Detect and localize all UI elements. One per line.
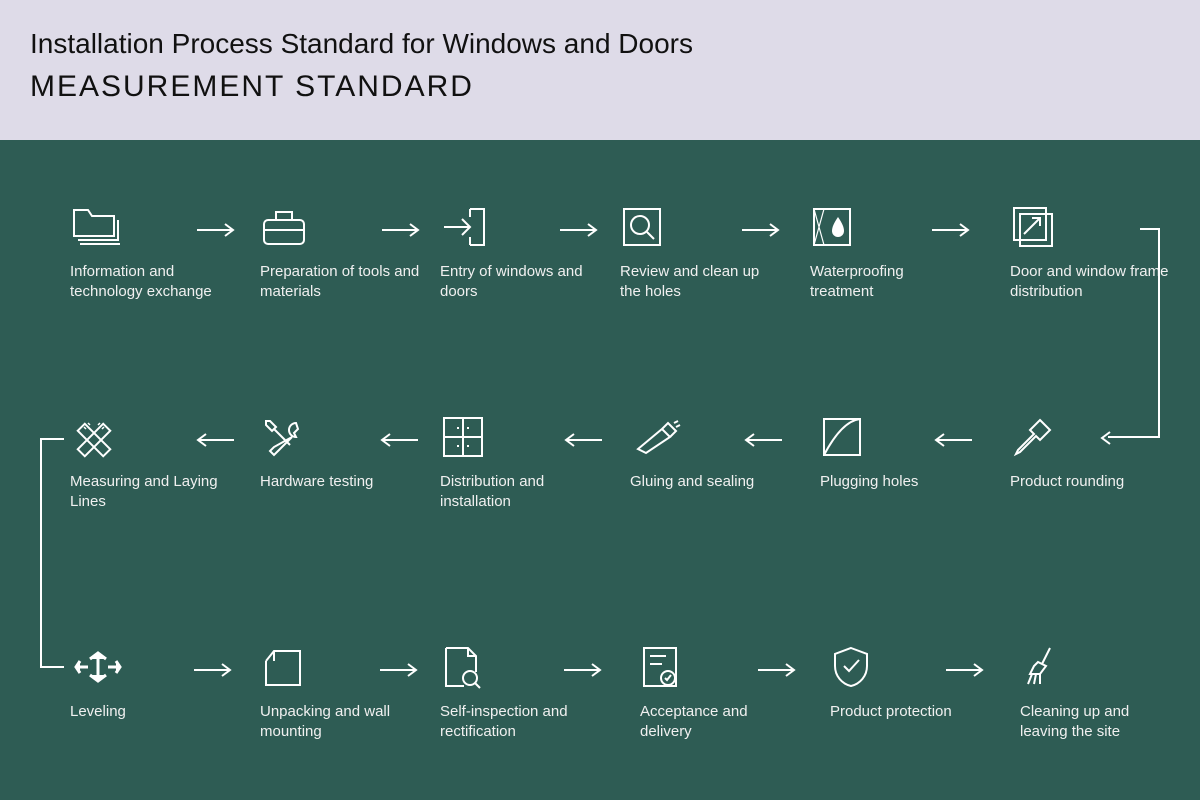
arrow-right-icon	[562, 662, 606, 683]
arrow-right-icon	[558, 222, 602, 243]
step-review-holes: Review and clean up the holes	[620, 200, 780, 303]
step-label: Measuring and Laying Lines	[70, 472, 230, 513]
ruler-cross-icon	[70, 410, 230, 464]
step-label: Plugging holes	[820, 472, 980, 492]
step-measuring: Measuring and Laying Lines	[70, 410, 230, 513]
header: Installation Process Standard for Window…	[0, 0, 1200, 140]
step-label: Acceptance and delivery	[640, 702, 800, 743]
step-label: Distribution and installation	[440, 472, 600, 513]
cabinet-icon	[440, 410, 600, 464]
step-acceptance: Acceptance and delivery	[640, 640, 800, 743]
step-label: Gluing and sealing	[630, 472, 790, 492]
step-self-inspection: Self-inspection and rectification	[440, 640, 600, 743]
arrow-right-icon	[756, 662, 800, 683]
broom-icon	[1020, 640, 1180, 694]
step-rounding: Product rounding	[1010, 410, 1170, 492]
step-preparation: Preparation of tools and materials	[260, 200, 420, 303]
step-hardware-testing: Hardware testing	[260, 410, 420, 492]
page-title: Installation Process Standard for Window…	[30, 28, 1170, 60]
step-label: Hardware testing	[260, 472, 420, 492]
step-gluing: Gluing and sealing	[630, 410, 790, 492]
flow-connector-right	[1140, 228, 1160, 438]
plug-square-icon	[820, 410, 980, 464]
step-info-exchange: Information and technology exchange	[70, 200, 230, 303]
step-label: Cleaning up and leaving the site	[1020, 702, 1180, 743]
arrow-right-icon	[192, 662, 236, 683]
flow-connector-left	[40, 438, 64, 668]
step-plugging: Plugging holes	[820, 410, 980, 492]
step-label: Information and technology exchange	[70, 262, 230, 303]
arrow-right-icon	[378, 662, 422, 683]
step-label: Preparation of tools and materials	[260, 262, 420, 303]
flowchart-canvas: Information and technology exchange Prep…	[0, 140, 1200, 800]
step-label: Review and clean up the holes	[620, 262, 780, 303]
arrow-right-icon	[930, 222, 974, 243]
step-cleaning: Cleaning up and leaving the site	[1020, 640, 1180, 743]
glue-icon	[630, 410, 790, 464]
step-label: Unpacking and wall mounting	[260, 702, 420, 743]
pin-icon	[1010, 410, 1170, 464]
step-unpacking: Unpacking and wall mounting	[260, 640, 420, 743]
tools-icon	[260, 410, 420, 464]
step-label: Entry of windows and doors	[440, 262, 600, 303]
flow-connector-left	[40, 666, 64, 668]
step-waterproofing: Waterproofing treatment	[810, 200, 970, 303]
step-label: Product protection	[830, 702, 990, 722]
step-distribution-install: Distribution and installation	[440, 410, 600, 513]
arrow-right-icon	[740, 222, 784, 243]
step-label: Waterproofing treatment	[810, 262, 970, 303]
step-label: Leveling	[70, 702, 230, 722]
step-label: Product rounding	[1010, 472, 1170, 492]
arrow-right-icon	[195, 222, 239, 243]
step-entry: Entry of windows and doors	[440, 200, 600, 303]
page-subtitle: MEASUREMENT STANDARD	[30, 70, 1170, 104]
step-label: Self-inspection and rectification	[440, 702, 600, 743]
arrow-right-icon	[380, 222, 424, 243]
arrow-right-icon	[944, 662, 988, 683]
